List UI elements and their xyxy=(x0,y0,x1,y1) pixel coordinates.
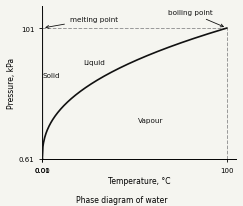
Text: Solid: Solid xyxy=(42,73,60,78)
Text: Phase diagram of water: Phase diagram of water xyxy=(76,195,167,204)
Text: Liquid: Liquid xyxy=(83,60,105,66)
Text: melting point: melting point xyxy=(46,17,118,29)
Text: Vapour: Vapour xyxy=(138,118,164,124)
Text: boiling point: boiling point xyxy=(168,10,223,28)
Y-axis label: Pressure, kPa: Pressure, kPa xyxy=(7,58,16,109)
X-axis label: Temperature, °C: Temperature, °C xyxy=(108,176,170,185)
